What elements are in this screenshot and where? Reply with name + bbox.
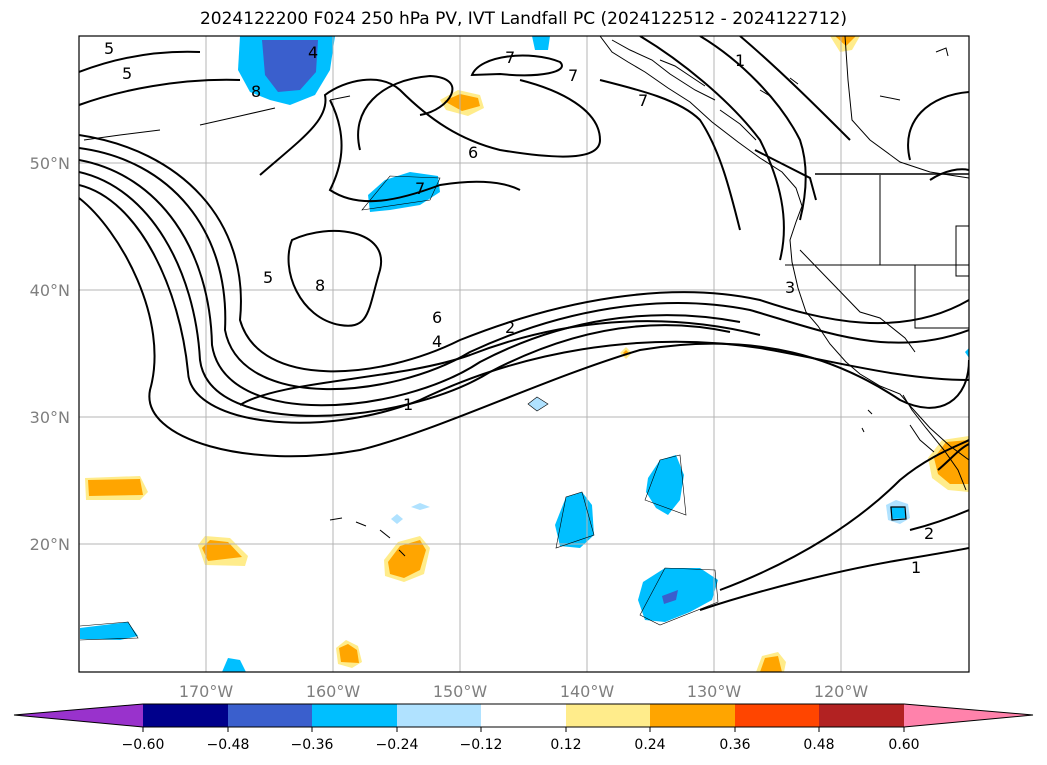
map-background	[79, 36, 969, 672]
contour-label: 5	[104, 39, 114, 58]
colorbar-tick: 0.60	[888, 737, 919, 753]
contour-label: 2	[924, 524, 934, 543]
colorbar-tick: 0.36	[719, 737, 750, 753]
colorbar-tick: −0.12	[460, 737, 503, 753]
colorbar-segment	[650, 704, 735, 727]
lat-tick: 40°N	[30, 281, 70, 300]
lon-tick: 120°W	[814, 682, 869, 701]
longitude-axis: 170°W 160°W 150°W 140°W 130°W 120°W	[179, 682, 869, 701]
pv-shading	[80, 36, 969, 672]
map-title: 2024122200 F024 250 hPa PV, IVT Landfall…	[199, 9, 847, 29]
colorbar-segment	[566, 704, 650, 727]
contour-label: 6	[432, 308, 442, 327]
colorbar-segment	[819, 704, 904, 727]
lon-tick: 140°W	[560, 682, 615, 701]
coast-contour	[754, 149, 817, 201]
contour-label: 1	[911, 558, 921, 577]
colorbar-tick: 0.12	[550, 737, 581, 753]
lon-tick: 130°W	[687, 682, 742, 701]
colorbar-tick: −0.24	[376, 737, 419, 753]
colorbar-segment	[481, 704, 566, 727]
contour-label: 5	[122, 64, 132, 83]
contour-label: 4	[432, 332, 442, 351]
contour-label: 1	[735, 51, 745, 70]
colorbar-tick: 0.24	[634, 737, 665, 753]
map-frame	[78, 35, 970, 673]
contour-label: 1	[403, 395, 413, 414]
colorbar-segment	[397, 704, 481, 727]
colorbar-segment	[735, 704, 819, 727]
contour-label: 7	[638, 91, 648, 110]
colorbar-extend-high	[904, 704, 1033, 727]
lat-tick: 30°N	[30, 408, 70, 427]
contour-label: 3	[785, 278, 795, 297]
lon-tick: 170°W	[179, 682, 234, 701]
latitude-axis: 50°N 40°N 30°N 20°N	[30, 154, 70, 554]
contour-labels: 5 4 5 8 7 7 7 6 7 5 8 6 4 2 1 3 1 2 1	[104, 39, 934, 577]
contour-label: 2	[505, 318, 515, 337]
colorbar-extend-low	[14, 704, 143, 727]
colorbar-segment	[312, 704, 397, 727]
colorbar-tick: −0.36	[291, 737, 334, 753]
colorbar-segment	[228, 704, 312, 727]
colorbar-tick: −0.48	[207, 737, 250, 753]
contour-label: 6	[468, 143, 478, 162]
contour-label: 5	[263, 268, 273, 287]
colorbar-segment	[143, 704, 228, 727]
colorbar-tick: −0.60	[122, 737, 165, 753]
lon-tick: 160°W	[306, 682, 361, 701]
contour-label: 7	[505, 48, 515, 67]
contour-label: 7	[568, 66, 578, 85]
lat-tick: 20°N	[30, 535, 70, 554]
graticule	[79, 36, 969, 672]
lon-tick: 150°W	[433, 682, 488, 701]
colorbar-tick: 0.48	[803, 737, 834, 753]
contour-label: 4	[308, 43, 318, 62]
lat-tick: 50°N	[30, 154, 70, 173]
contour-label: 8	[315, 276, 325, 295]
contour-label: 7	[415, 179, 425, 198]
colorbar: −0.60 −0.48 −0.36 −0.24 −0.12 0.12 0.24 …	[13, 703, 1034, 753]
contour-label: 8	[251, 82, 261, 101]
pv-contours	[79, 36, 969, 611]
pv-outline	[79, 175, 907, 641]
